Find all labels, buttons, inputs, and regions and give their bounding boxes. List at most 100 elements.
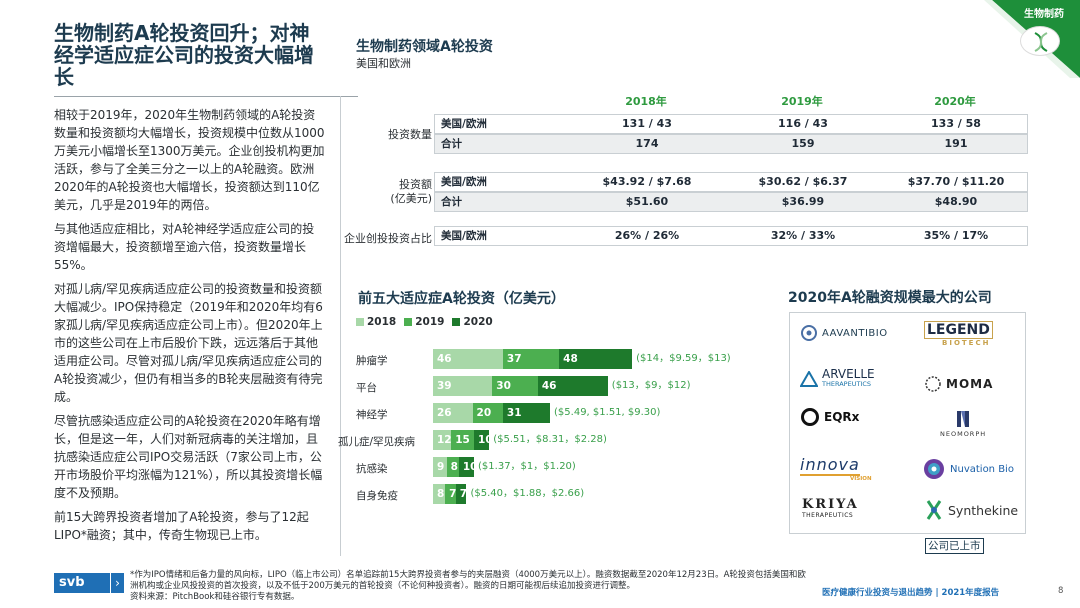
group-label-amount: 投资额 (亿美元)	[342, 178, 432, 206]
bar-segment: 31	[502, 403, 551, 423]
category-label: 肿瘤学	[356, 355, 388, 367]
moma-logo-icon	[925, 376, 941, 392]
company-logo-grid: AAVANTIBIO LEGEND BIOTECH ARVELLE THERAP…	[789, 312, 1026, 534]
bar-value-note: ($14，$9.59，$13)	[636, 353, 731, 364]
company-logo: AAVANTIBIO	[800, 325, 888, 341]
company-logo: Synthekine	[924, 499, 1018, 521]
table-row: 合计 174 159 191	[434, 134, 1028, 154]
row-label: 美国/欧洲	[441, 230, 487, 242]
company-logo: EQRx	[800, 407, 859, 427]
nuvation-logo-icon	[924, 459, 944, 479]
column-divider	[340, 96, 341, 556]
category-label: 抗感染	[356, 463, 388, 475]
table-row: 美国/欧洲 131 / 43 116 / 43 133 / 58	[434, 114, 1028, 134]
aavanti-logo-icon	[801, 325, 817, 341]
table-cell: 159	[791, 137, 815, 150]
kriya-logo-icon: KRIYA	[802, 497, 859, 512]
chevron-right-icon: ›	[110, 573, 124, 593]
bar-segment: 20	[472, 403, 503, 423]
table-cell: 174	[635, 137, 659, 150]
year-header-2018: 2018年	[625, 95, 667, 108]
left-column-text: 相较于2019年，2020年生物制药领域的A轮投资数量和投资额均大幅增长，投资规…	[54, 106, 326, 550]
companies-title: 2020年A轮融资规模最大的公司	[788, 290, 992, 306]
table-cell: $48.90	[934, 195, 978, 208]
bar-value-note: ($5.51，$8.31，$2.28)	[493, 434, 607, 445]
table-cell: $37.70 / $11.20	[907, 175, 1005, 188]
year-header-2020: 2020年	[934, 95, 976, 108]
dna-icon	[1020, 26, 1060, 56]
corner-badge-label: 生物制药	[1024, 9, 1064, 20]
table-row: 美国/欧洲 26% / 26% 32% / 33% 35% / 17%	[434, 226, 1028, 246]
table-cell: 26% / 26%	[614, 229, 680, 242]
bar-segment: 46	[537, 376, 608, 396]
bar-segment: 12	[433, 430, 452, 450]
table-row: 合计 $51.60 $36.99 $48.90	[434, 192, 1028, 212]
bar-segment: 7	[445, 484, 456, 504]
bar-segment: 9	[433, 457, 447, 477]
source-text: 资料来源：PitchBook和硅谷银行专有数据。	[130, 592, 300, 602]
company-logo: innova VISION	[800, 455, 872, 482]
table-cell: 35% / 17%	[923, 229, 989, 242]
innova-logo-icon: innova	[800, 455, 860, 476]
table-cell: 32% / 33%	[770, 229, 836, 242]
bar-segment: 8	[433, 484, 446, 504]
table-cell: 131 / 43	[622, 117, 672, 130]
group-label-cvc-share: 企业创投投资占比	[344, 232, 432, 245]
paragraph-4: 尽管抗感染适应症公司的A轮投资在2020年略有增长，但是这一年，人们对新冠病毒的…	[54, 414, 323, 500]
table-cell: $30.62 / $6.37	[758, 175, 848, 188]
bar-segment: 46	[433, 349, 503, 369]
company-logo: LEGEND BIOTECH	[924, 321, 993, 347]
group-label-amount-line1: 投资额	[399, 178, 432, 191]
table-cell: 116 / 43	[778, 117, 828, 130]
table-cell: 191	[944, 137, 968, 150]
paragraph-5: 前15大跨界投资者增加了A轮投资，参与了12起LIPO*融资；其中，传奇生物现已…	[54, 510, 309, 542]
company-logo: MOMA	[924, 375, 993, 393]
table-cell: $43.92 / $7.68	[602, 175, 692, 188]
category-label: 孤儿症/罕见疾病	[338, 436, 416, 448]
svb-logo: svb	[54, 573, 110, 593]
table-cell: $36.99	[781, 195, 825, 208]
chart-legend: 2018 2019 2020	[356, 316, 493, 328]
category-label: 神经学	[356, 409, 388, 421]
bar-segment: 7	[455, 484, 467, 504]
bar-segment: 30	[492, 376, 538, 396]
bar-segment: 10	[458, 457, 475, 477]
neomorph-logo-icon	[957, 411, 970, 427]
company-logo: Nuvation Bio	[922, 457, 1014, 481]
category-label: 平台	[356, 382, 377, 394]
bar-segment: 8	[446, 457, 459, 477]
company-logo: NEOMORPH	[940, 409, 986, 438]
page-number: 8	[1058, 586, 1064, 596]
bar-value-note: ($13，$9，$12)	[611, 380, 691, 391]
legend-item-2019: 2019	[404, 316, 444, 328]
table-row: 美国/欧洲 $43.92 / $7.68 $30.62 / $6.37 $37.…	[434, 172, 1028, 192]
group-label-amount-line2: (亿美元)	[390, 192, 432, 205]
company-logo: KRIYA THERAPEUTICS	[802, 497, 859, 519]
title-divider	[54, 96, 358, 97]
bar-segment: 48	[559, 349, 633, 369]
row-label: 合计	[441, 138, 462, 150]
bar-value-note: ($5.49, $1.51, $9.30)	[554, 407, 661, 418]
bar-value-note: ($1.37，$1，$1.20)	[478, 461, 576, 472]
table-subtitle: 美国和欧洲	[356, 57, 411, 70]
bar-segment: 26	[433, 403, 473, 423]
table-cell: 133 / 58	[931, 117, 981, 130]
paragraph-2: 与其他适应症相比，对A轮神经学适应症公司的投资增幅最大，投资额增至逾六倍，投资数…	[54, 222, 315, 272]
group-label-count: 投资数量	[388, 128, 432, 141]
bar-value-note: ($5.40，$1.88，$2.66)	[470, 488, 585, 499]
table-cell: $51.60	[625, 195, 669, 208]
arvelle-logo-icon	[800, 371, 818, 387]
page-title: 生物制药A轮投资回升；对神经学适应症公司的投资大幅增长	[54, 21, 314, 89]
year-header-2019: 2019年	[781, 95, 823, 108]
paragraph-3: 对孤儿病/罕见疾病适应症公司的投资数量和投资额大幅减少。IPO保持稳定（2019…	[54, 282, 323, 404]
legend-logo-icon: LEGEND	[924, 321, 993, 339]
company-logo: ARVELLE THERAPEUTICS	[800, 368, 875, 389]
bar-segment: 37	[502, 349, 560, 369]
eqrx-logo-icon	[801, 408, 819, 426]
legend-item-2018: 2018	[356, 316, 396, 328]
category-label: 自身免疫	[356, 490, 398, 502]
row-label: 美国/欧洲	[441, 176, 487, 188]
footnote: *作为IPO情绪和后备力量的风向标，LIPO（临上市公司）名单追踪前15大跨界投…	[130, 570, 810, 603]
legend-item-2020: 2020	[452, 316, 493, 328]
row-label: 美国/欧洲	[441, 118, 487, 130]
